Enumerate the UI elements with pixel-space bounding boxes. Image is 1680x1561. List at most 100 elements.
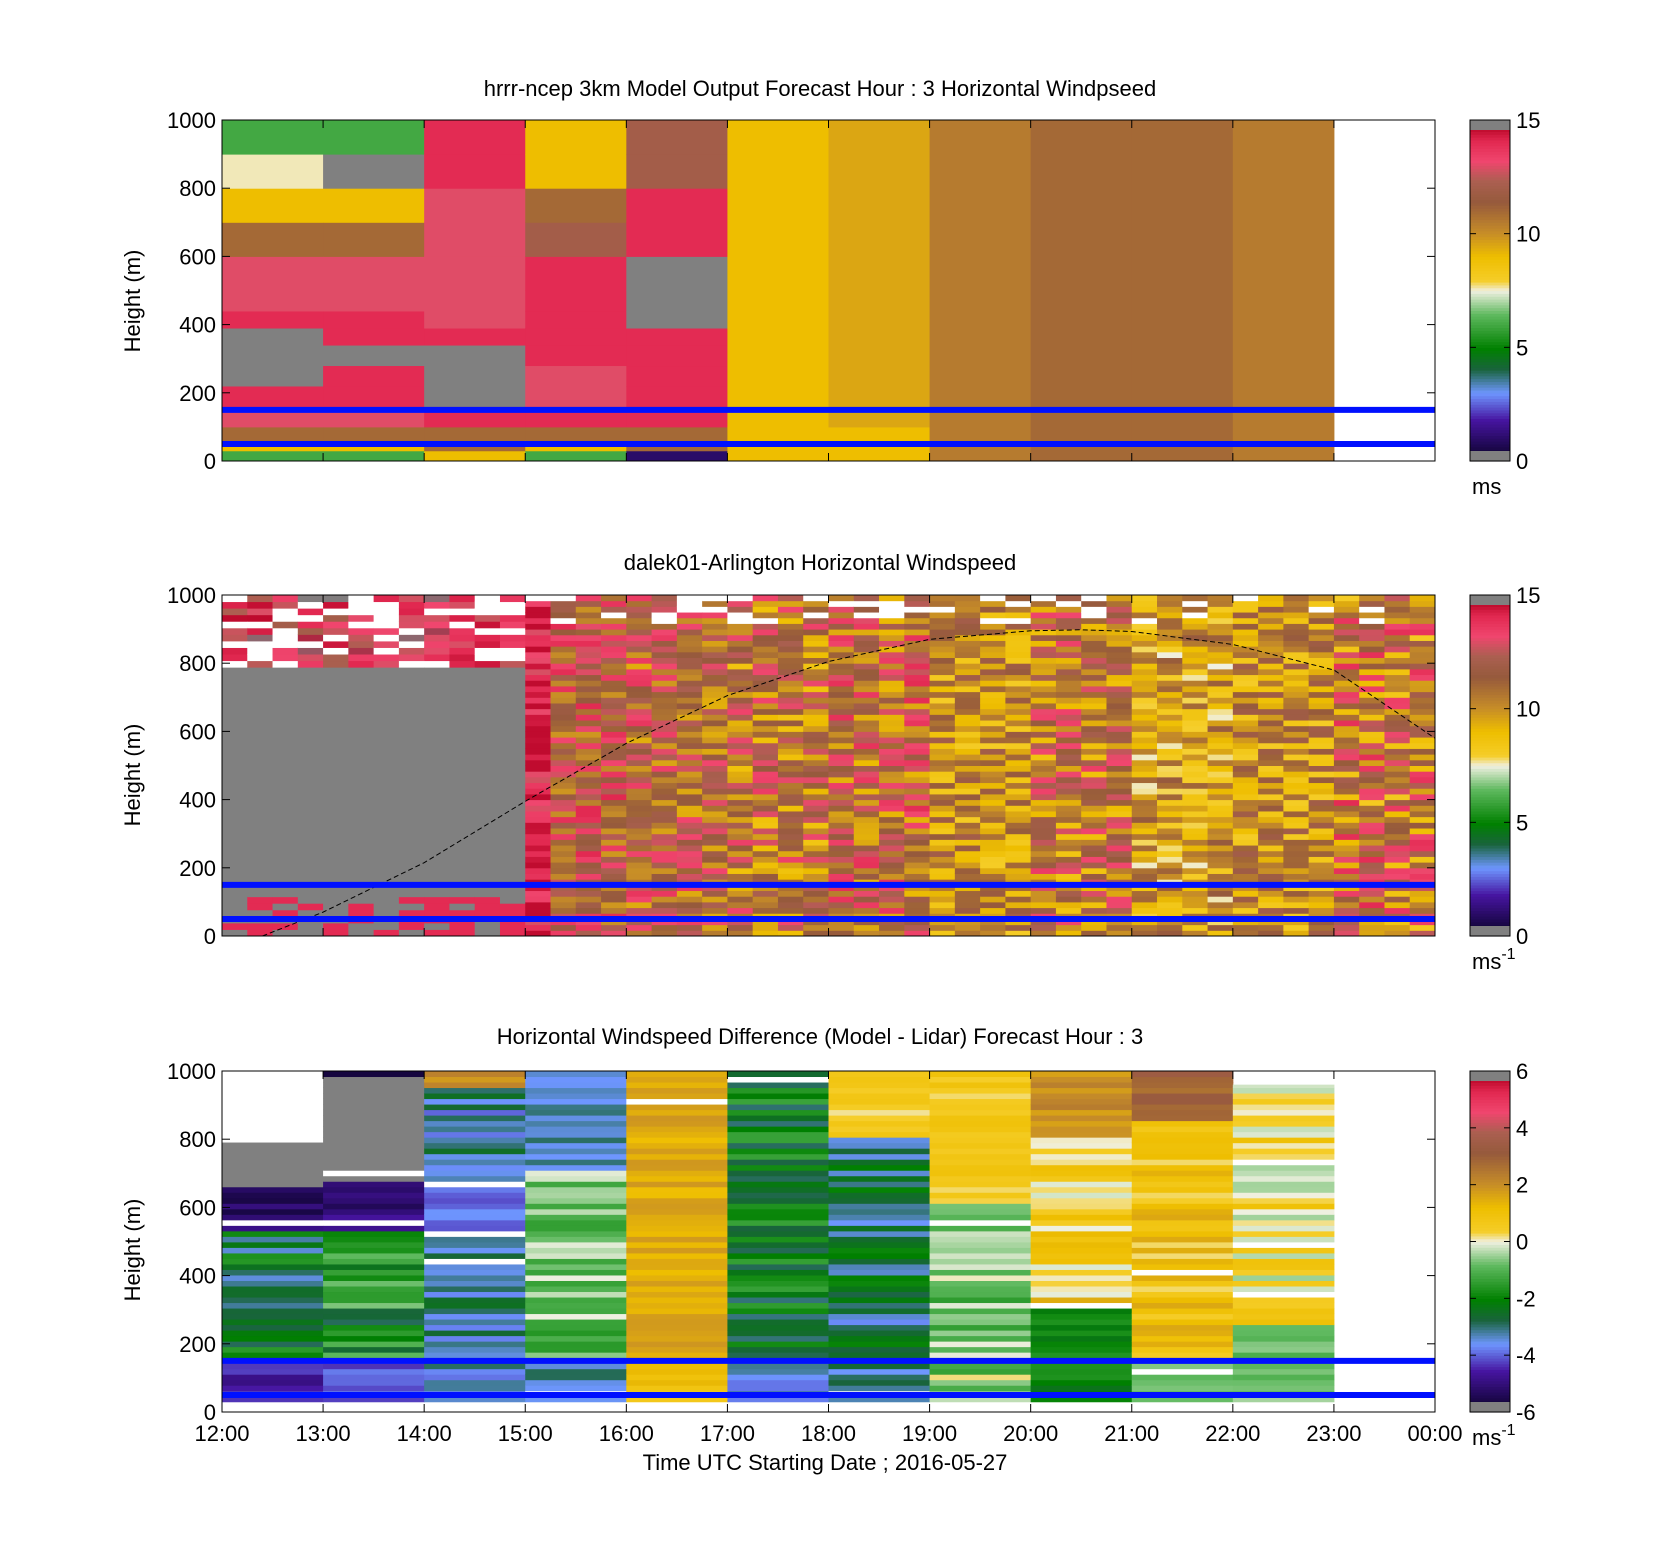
heatmap-cell (247, 824, 274, 832)
heatmap-cell (1131, 1374, 1234, 1381)
heatmap-cell (626, 385, 728, 407)
heatmap-cell (1182, 646, 1209, 653)
heatmap-cell (297, 817, 324, 826)
heatmap-cell (601, 930, 627, 937)
heatmap-cell (550, 674, 577, 681)
heatmap-cell (323, 1335, 425, 1342)
heatmap-cell (373, 778, 400, 786)
heatmap-cell (626, 816, 653, 823)
heatmap-cell (1384, 623, 1411, 630)
heatmap-cell (1182, 612, 1209, 619)
heatmap-cell (348, 621, 375, 629)
heatmap-cell (980, 896, 1006, 903)
heatmap-cell (777, 828, 804, 835)
heatmap-cell (348, 831, 375, 839)
heatmap-cell (247, 726, 274, 734)
colorbar-swatch (1470, 239, 1510, 243)
heatmap-cell (954, 765, 981, 772)
heatmap-cell (1384, 657, 1411, 664)
heatmap-cell (702, 708, 728, 715)
heatmap-cell (424, 686, 450, 694)
colorbar-swatch (1470, 612, 1510, 616)
heatmap-cell (828, 839, 855, 846)
heatmap-cell (222, 863, 248, 871)
heatmap-cell (1207, 600, 1234, 607)
heatmap-cell (1232, 856, 1259, 863)
heatmap-cell (474, 680, 501, 688)
heatmap-cell (1005, 765, 1032, 772)
heatmap-cell (247, 595, 274, 603)
heatmap-cell (702, 702, 728, 710)
heatmap-cell (222, 1308, 324, 1315)
heatmap-cell (1258, 737, 1284, 744)
heatmap-cell (449, 732, 476, 740)
heatmap-cell (929, 685, 956, 693)
colorbar-swatch (1470, 864, 1510, 869)
heatmap-cell (424, 1313, 526, 1320)
heatmap-cell (651, 867, 678, 874)
heatmap-cell (626, 742, 653, 749)
heatmap-cell (1182, 748, 1209, 755)
heatmap-cell (1283, 714, 1310, 721)
heatmap-cell (1232, 1330, 1335, 1337)
heatmap-cell (929, 1363, 1032, 1370)
heatmap-cell (803, 839, 829, 846)
colorbar-cap-bottom (1470, 451, 1510, 461)
heatmap-cell (929, 1230, 1032, 1237)
heatmap-cell (702, 918, 728, 926)
heatmap-cell (1030, 612, 1057, 619)
heatmap-cell (398, 857, 425, 865)
colorbar-swatch (1470, 196, 1510, 201)
heatmap-cell (525, 1082, 627, 1089)
heatmap-cell (1106, 646, 1133, 653)
heatmap-cell (525, 1291, 627, 1298)
heatmap-cell (626, 1280, 728, 1287)
heatmap-cell (626, 793, 653, 801)
heatmap-cell (222, 890, 248, 898)
heatmap-cell (853, 862, 880, 869)
colorbar-swatch (1470, 287, 1510, 292)
heatmap-cell (1384, 680, 1411, 687)
heatmap-cell (222, 1181, 324, 1188)
heatmap-cell (929, 930, 956, 937)
heatmap-cell (980, 856, 1006, 863)
heatmap-cell (474, 870, 501, 878)
heatmap-cell (929, 1214, 1032, 1221)
heatmap-cell (777, 748, 804, 755)
colorbar-swatch (1470, 802, 1510, 806)
heatmap-cell (398, 817, 425, 826)
heatmap-cell (424, 890, 450, 898)
heatmap-cell (1182, 862, 1209, 869)
heatmap-cell (626, 154, 728, 189)
heatmap-cell (247, 844, 274, 852)
heatmap-cell (904, 680, 931, 687)
heatmap-cell (1308, 839, 1335, 846)
heatmap-cell (1182, 776, 1209, 784)
heatmap-cell (1333, 828, 1360, 835)
heatmap-cell (373, 713, 400, 721)
heatmap-cell (1131, 685, 1158, 693)
heatmap-cell (1030, 1236, 1133, 1243)
heatmap-cell (676, 799, 703, 806)
heatmap-cell (247, 660, 274, 668)
colorbar-swatch (1470, 392, 1510, 397)
heatmap-cell (525, 426, 627, 442)
heatmap-cell (676, 896, 703, 903)
heatmap-cell (1384, 839, 1411, 846)
heatmap-cell (651, 748, 678, 755)
heatmap-cell (980, 890, 1006, 897)
heatmap-cell (1359, 850, 1385, 857)
heatmap-cell (1005, 839, 1032, 846)
heatmap-cell (676, 816, 703, 823)
heatmap-cell (879, 862, 905, 869)
heatmap-cell (1232, 1297, 1335, 1304)
colorbar-swatch (1470, 813, 1510, 818)
heatmap-cell (904, 708, 931, 715)
heatmap-cell (929, 776, 956, 784)
heatmap-cell (247, 922, 274, 930)
heatmap-cell (424, 634, 450, 642)
heatmap-cell (1207, 742, 1234, 749)
colorbar-swatch (1470, 765, 1510, 769)
heatmap-cell (954, 862, 981, 869)
heatmap-cell (373, 706, 400, 714)
